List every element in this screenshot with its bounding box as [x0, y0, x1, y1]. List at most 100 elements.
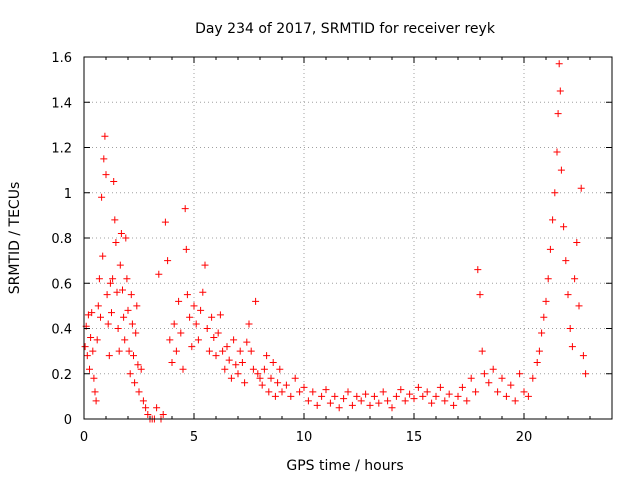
data-point — [535, 347, 543, 355]
data-point — [89, 347, 97, 355]
data-point — [571, 275, 579, 283]
data-point — [445, 390, 453, 398]
y-tick-label: 0.2 — [51, 368, 72, 383]
data-point — [450, 401, 458, 409]
data-point — [127, 291, 135, 299]
data-point — [401, 397, 409, 405]
y-tick-label: 1.6 — [51, 51, 72, 66]
data-point — [575, 302, 583, 310]
data-point — [114, 325, 122, 332]
data-point — [520, 388, 528, 396]
data-point — [214, 329, 222, 337]
data-point — [478, 347, 486, 355]
data-point — [130, 352, 137, 360]
data-point — [98, 193, 106, 201]
data-point — [112, 239, 120, 247]
data-point — [392, 392, 400, 400]
x-tick-label: 10 — [296, 430, 313, 445]
data-point — [155, 270, 163, 278]
data-point — [498, 374, 506, 382]
data-point — [119, 286, 126, 294]
data-point — [304, 397, 312, 405]
data-point — [166, 336, 174, 344]
data-point — [183, 291, 191, 299]
data-point — [252, 297, 260, 305]
data-point — [113, 288, 121, 296]
y-tick-label: 0.8 — [51, 232, 72, 247]
data-point — [274, 379, 282, 387]
data-point — [348, 401, 356, 409]
data-point — [410, 395, 418, 403]
data-point — [205, 347, 213, 355]
data-point — [126, 370, 134, 378]
data-point — [362, 390, 370, 398]
data-point — [278, 388, 286, 396]
data-point — [139, 397, 147, 405]
data-point — [419, 392, 427, 400]
data-point — [557, 166, 565, 174]
data-point — [117, 229, 125, 237]
data-point — [258, 381, 266, 389]
data-point — [254, 370, 262, 378]
y-tick-label: 1.2 — [51, 142, 72, 157]
data-point — [494, 388, 502, 396]
data-point — [474, 266, 482, 274]
data-point — [199, 288, 207, 296]
x-tick-label: 5 — [190, 430, 198, 445]
data-point — [326, 399, 334, 407]
data-point — [111, 216, 119, 224]
data-point — [388, 404, 396, 412]
data-point — [91, 388, 99, 396]
data-point — [577, 184, 585, 192]
data-point — [210, 334, 218, 342]
data-point — [370, 392, 378, 400]
data-point — [263, 352, 271, 360]
data-point — [208, 313, 216, 321]
y-axis-label: SRMTID / TECUs — [7, 182, 23, 295]
data-point — [230, 336, 238, 344]
data-point — [249, 365, 257, 373]
data-point — [221, 365, 229, 373]
data-point — [131, 379, 139, 387]
data-point — [423, 388, 431, 396]
data-point — [489, 365, 497, 373]
data-point — [232, 361, 240, 369]
x-tick-label: 0 — [80, 430, 88, 445]
data-point — [296, 388, 304, 396]
data-point — [271, 392, 279, 400]
data-point — [245, 320, 253, 328]
data-point — [476, 291, 484, 299]
data-point — [83, 352, 91, 360]
data-point — [553, 148, 561, 156]
data-point — [579, 352, 587, 360]
data-point — [432, 392, 440, 400]
data-point — [236, 347, 244, 355]
data-point — [560, 223, 568, 231]
data-point — [353, 392, 361, 400]
data-point — [87, 334, 95, 342]
data-point — [128, 320, 136, 328]
y-tick-label: 1.4 — [51, 96, 72, 111]
y-tick-label: 0.6 — [51, 277, 72, 292]
data-point — [161, 218, 169, 226]
data-point — [344, 388, 352, 396]
data-point — [260, 365, 268, 373]
data-point — [436, 383, 444, 391]
data-point — [313, 401, 321, 409]
data-point — [81, 343, 89, 351]
data-point — [357, 397, 365, 405]
data-point — [182, 245, 190, 253]
data-point — [397, 386, 405, 394]
data-points — [81, 60, 590, 423]
data-point — [247, 347, 255, 355]
data-point — [100, 155, 108, 163]
data-point — [168, 358, 176, 366]
data-point — [502, 392, 510, 400]
data-point — [238, 358, 246, 366]
data-point — [265, 388, 273, 396]
data-point — [566, 325, 574, 332]
grid-lines — [84, 57, 612, 419]
data-point — [549, 216, 557, 224]
data-point — [190, 302, 198, 310]
data-point — [104, 320, 112, 328]
